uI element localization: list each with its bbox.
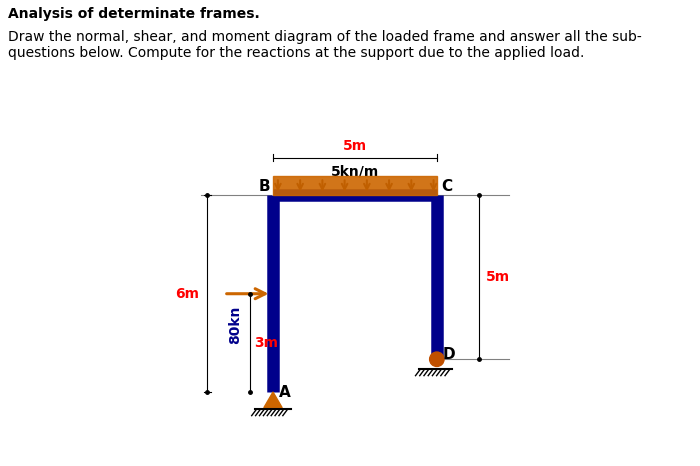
Text: 3m: 3m — [254, 336, 278, 350]
Text: D: D — [442, 347, 456, 362]
Text: 80kn: 80kn — [228, 305, 242, 343]
Text: B: B — [258, 178, 270, 193]
Text: 5kn/m: 5kn/m — [331, 164, 379, 178]
Text: 6m: 6m — [175, 287, 199, 301]
Text: Draw the normal, shear, and moment diagram of the loaded frame and answer all th: Draw the normal, shear, and moment diagr… — [8, 30, 642, 61]
Text: A: A — [279, 385, 290, 400]
Text: 5m: 5m — [343, 139, 367, 153]
Text: C: C — [441, 178, 452, 193]
Polygon shape — [273, 176, 437, 195]
Text: 5m: 5m — [486, 270, 510, 284]
Polygon shape — [264, 392, 282, 408]
Circle shape — [430, 352, 444, 366]
Text: Analysis of determinate frames.: Analysis of determinate frames. — [8, 7, 260, 21]
